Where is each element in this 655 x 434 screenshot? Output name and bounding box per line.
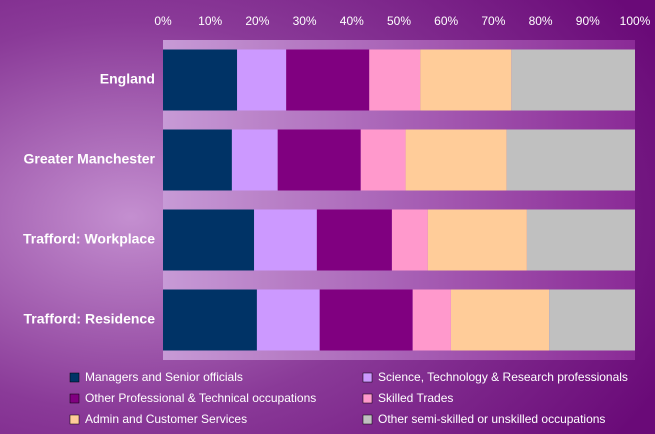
bar-segment	[412, 289, 451, 351]
category-label: Trafford: Workplace	[23, 231, 155, 247]
legend-swatch	[362, 372, 373, 383]
bar-segment	[427, 209, 527, 271]
bar-segment	[163, 129, 232, 191]
bar-segment	[256, 289, 320, 351]
x-tick-label: 60%	[434, 14, 458, 28]
legend-label: Managers and Senior officials	[85, 370, 243, 384]
x-tick-label: 50%	[387, 14, 411, 28]
bar-segment	[286, 49, 370, 111]
legend-swatch	[362, 414, 373, 425]
bar-segment	[237, 49, 287, 111]
legend-swatch	[69, 393, 80, 404]
bar-segment	[420, 49, 512, 111]
x-tick-label: 10%	[198, 14, 222, 28]
bar-segment	[277, 129, 361, 191]
x-tick-label: 90%	[576, 14, 600, 28]
bar-segment	[231, 129, 278, 191]
bar-segment	[391, 209, 428, 271]
bar-segment	[511, 49, 635, 111]
x-tick-label: 100%	[620, 14, 651, 28]
bar-segment	[549, 289, 635, 351]
legend-label: Admin and Customer Services	[85, 412, 247, 426]
legend-label: Skilled Trades	[378, 391, 453, 405]
category-label: Trafford: Residence	[24, 311, 156, 327]
legend-label: Other Professional & Technical occupatio…	[85, 391, 316, 405]
bar-segment	[450, 289, 550, 351]
x-tick-label: 40%	[340, 14, 364, 28]
bar-segment	[254, 209, 317, 271]
bar-segment	[369, 49, 421, 111]
bar-segment	[163, 289, 257, 351]
category-label: England	[100, 71, 155, 87]
x-tick-label: 0%	[154, 14, 172, 28]
bar-segment	[360, 129, 406, 191]
bar-segment	[319, 289, 413, 351]
bar-segment	[526, 209, 635, 271]
bar-segment	[506, 129, 635, 191]
bar-segment	[405, 129, 507, 191]
x-tick-label: 20%	[245, 14, 269, 28]
x-tick-label: 80%	[529, 14, 553, 28]
bar-segment	[163, 209, 255, 271]
legend-swatch	[362, 393, 373, 404]
bar-segment	[316, 209, 392, 271]
legend-label: Science, Technology & Research professio…	[378, 370, 628, 384]
legend-swatch	[69, 372, 80, 383]
legend-swatch	[69, 414, 80, 425]
x-tick-label: 70%	[481, 14, 505, 28]
category-label: Greater Manchester	[23, 151, 155, 167]
x-tick-label: 30%	[293, 14, 317, 28]
legend-label: Other semi-skilled or unskilled occupati…	[378, 412, 605, 426]
bar-segment	[163, 49, 238, 111]
